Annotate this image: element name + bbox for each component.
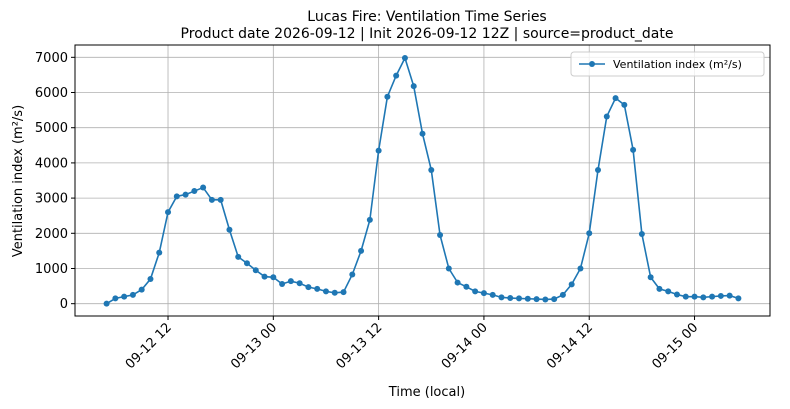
data-point [445,265,452,272]
data-point [331,289,338,296]
data-point [208,196,215,203]
series-line [106,55,739,305]
x-tick-label: 09-14 12 [544,320,596,372]
data-point [366,216,373,223]
data-point [182,191,189,198]
x-tick-label: 09-13 00 [228,320,280,372]
y-tick-label: 3000 [35,192,68,207]
data-point [173,193,180,200]
data-point [103,300,110,307]
y-axis-label: Ventilation index (m²/s) [11,105,26,257]
legend-box [570,51,765,77]
data-point [542,296,549,303]
data-point [735,295,742,302]
data-point [138,286,145,293]
data-point [507,295,514,302]
data-point [375,147,382,154]
data-point [551,296,558,303]
x-tick-label: 09-15 00 [649,320,701,372]
legend: Ventilation index (m²/s) [570,51,765,77]
y-tick-label: 4000 [35,156,68,171]
data-point [498,294,505,301]
data-point [340,289,347,296]
data-point [428,166,435,173]
data-point [700,294,707,301]
data-point [200,184,207,191]
data-point [243,260,250,267]
data-point [524,295,531,302]
data-point [235,253,242,260]
data-point [252,267,259,274]
data-point [489,291,496,298]
data-point [358,247,365,254]
y-tick-label: 2000 [35,227,68,242]
data-point [165,209,172,216]
data-point [577,265,584,272]
data-point [595,166,602,173]
data-point [147,276,154,283]
data-point [673,291,680,298]
y-tick-label: 6000 [35,86,68,101]
x-axis-label: Time (local) [388,385,465,400]
data-point [586,230,593,237]
data-point [261,273,268,280]
y-tick-label: 5000 [35,121,68,136]
data-point [314,285,321,292]
legend-marker [589,61,595,67]
data-point [384,93,391,100]
data-point [726,292,733,299]
data-point [393,72,400,79]
data-point [191,188,198,195]
data-point [717,292,724,299]
data-point [656,285,663,292]
chart-title: Lucas Fire: Ventilation Time Series [307,9,546,25]
data-point [296,280,303,287]
data-point [463,283,470,290]
data-point [682,293,689,300]
data-point [559,291,566,298]
data-point [322,288,329,295]
data-point [226,226,233,233]
chart-subtitle: Product date 2026-09-12 | Init 2026-09-1… [181,26,674,42]
data-point [480,290,487,297]
data-point [419,130,426,137]
data-point [647,274,654,281]
data-point [121,293,128,300]
data-point [454,279,461,286]
data-point [217,196,224,203]
data-point [603,113,610,120]
x-tick-label: 09-14 00 [439,320,491,372]
data-point [287,278,294,285]
data-point [156,249,163,256]
data-point [472,288,479,295]
data-point [638,230,645,237]
data-point [630,146,637,153]
x-tick-label: 09-12 12 [123,320,175,372]
data-point [129,291,136,298]
legend-label: Ventilation index (m²/s) [613,58,742,71]
data-point [568,281,575,288]
data-point [279,280,286,287]
data-point [270,274,277,281]
data-point [533,296,540,303]
data-point [691,293,698,300]
data-point [709,293,716,300]
data-point [612,95,619,102]
y-tick-label: 7000 [35,51,68,66]
data-point [410,83,417,90]
data-point [516,295,523,302]
plot-frame [74,44,771,317]
x-tick-label: 09-13 12 [334,320,386,372]
data-point [621,101,628,108]
data-point [349,271,356,278]
data-point [112,295,119,302]
data-point [401,55,408,62]
data-point [305,284,312,291]
data-point [437,232,444,239]
y-tick-label: 0 [60,297,68,312]
y-tick-label: 1000 [35,262,68,277]
data-point [665,288,672,295]
